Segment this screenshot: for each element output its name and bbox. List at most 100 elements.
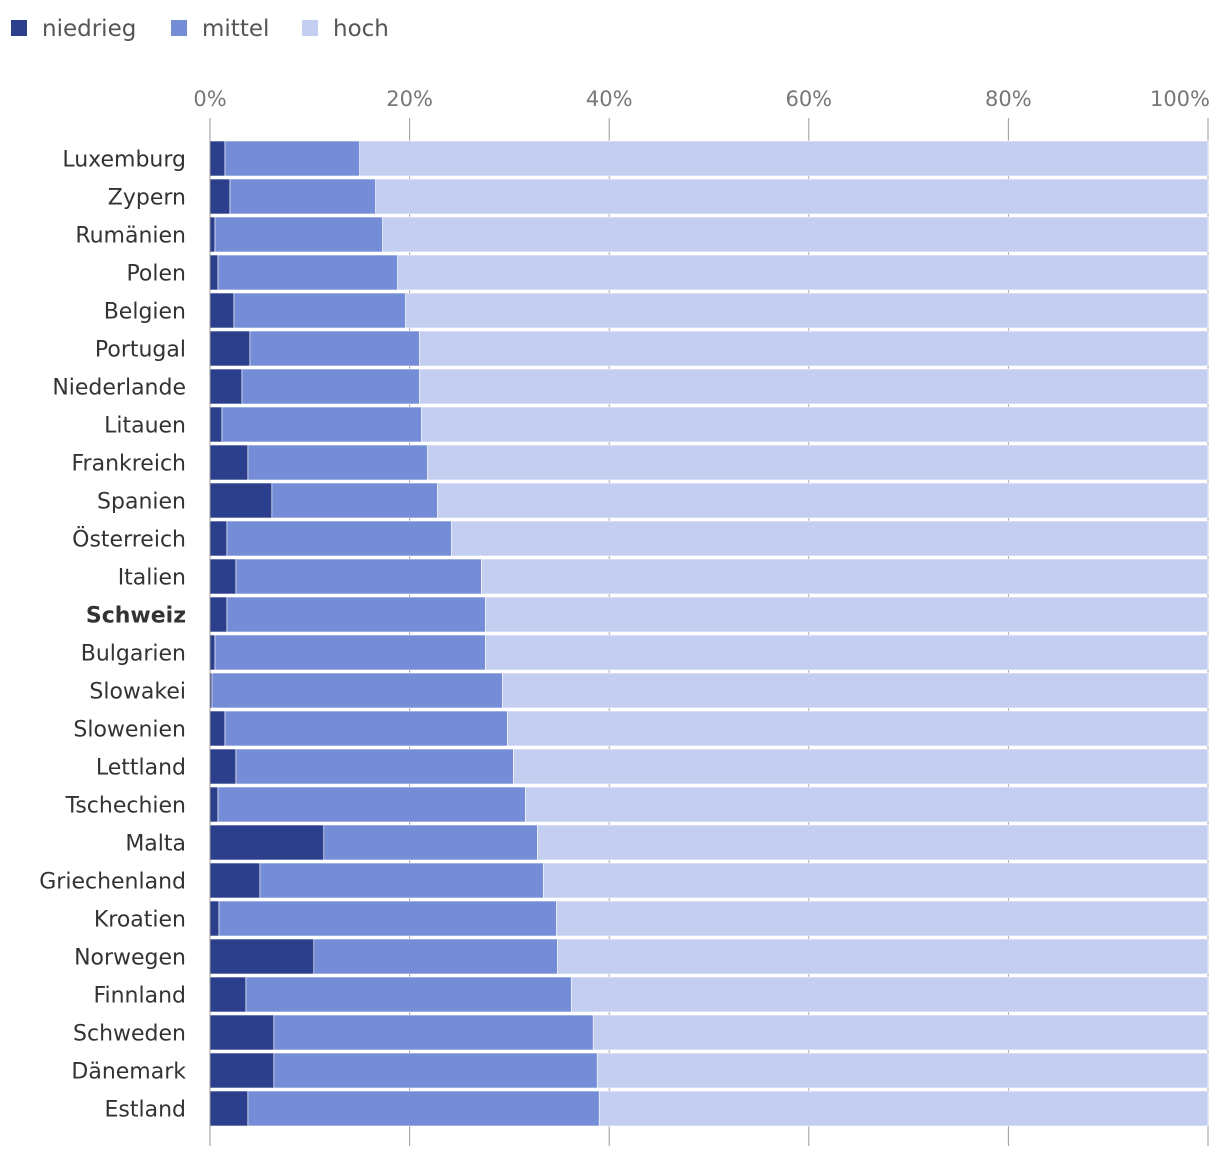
category-label: Norwegen xyxy=(74,946,186,971)
bar-mittel-Norwegen xyxy=(313,938,558,975)
bar-hoch-Luxemburg xyxy=(359,140,1209,177)
category-label: Portugal xyxy=(95,338,186,363)
bar-mittel-Schweden xyxy=(273,1014,594,1051)
bar-mittel-Griechenland xyxy=(259,862,544,899)
category-label: Slowenien xyxy=(73,718,186,743)
bar-mittel-Dänemark xyxy=(273,1052,598,1089)
bar-hoch-Slowenien xyxy=(507,710,1209,747)
bar-niedrieg-Spanien xyxy=(209,482,273,519)
bar-mittel-Luxemburg xyxy=(224,140,360,177)
x-tick-label: 60% xyxy=(785,87,832,111)
category-label: Griechenland xyxy=(39,870,186,895)
bar-niedrieg-Schweden xyxy=(209,1014,275,1051)
bar-mittel-Frankreich xyxy=(247,444,428,481)
bar-mittel-Malta xyxy=(323,824,538,861)
bar-niedrieg-Lettland xyxy=(209,748,237,785)
bar-niedrieg-Frankreich xyxy=(209,444,249,481)
bar-niedrieg-Dänemark xyxy=(209,1052,275,1089)
bar-hoch-Österreich xyxy=(451,520,1209,557)
bar-hoch-Rumänien xyxy=(382,216,1209,253)
y-axis-categories: Luxemburg Zypern Rumänien Polen Belgien Portu… xyxy=(39,148,186,1123)
bar-niedrieg-Malta xyxy=(209,824,325,861)
category-label: Kroatien xyxy=(94,908,186,933)
category-label: Zypern xyxy=(108,186,186,211)
category-label: Dänemark xyxy=(71,1060,186,1085)
bar-hoch-Tschechien xyxy=(525,786,1209,823)
bar-niedrieg-Tschechien xyxy=(209,786,219,823)
bar-niedrieg-Rumänien xyxy=(209,216,216,253)
bar-mittel-Rumänien xyxy=(214,216,383,253)
bar-mittel-Finnland xyxy=(245,976,572,1013)
legend-swatch-niedrieg xyxy=(11,20,27,36)
category-label: Schweden xyxy=(73,1022,186,1047)
bar-niedrieg-Niederlande xyxy=(209,368,243,405)
bar-hoch-Malta xyxy=(537,824,1209,861)
category-label: Tschechien xyxy=(65,794,186,819)
category-label: Schweiz xyxy=(86,604,186,629)
x-tick-label: 100% xyxy=(1150,87,1210,111)
bar-mittel-Österreich xyxy=(226,520,452,557)
bar-mittel-Litauen xyxy=(221,406,422,443)
legend-swatch-mittel xyxy=(171,20,187,36)
bar-niedrieg-Schweiz xyxy=(209,596,228,633)
x-tick-label: 20% xyxy=(386,87,433,111)
category-label: Belgien xyxy=(104,300,186,325)
bar-niedrieg-Österreich xyxy=(209,520,228,557)
bar-hoch-Niederlande xyxy=(419,368,1209,405)
bar-mittel-Bulgarien xyxy=(214,634,486,671)
category-label: Rumänien xyxy=(75,224,186,249)
bar-niedrieg-Zypern xyxy=(209,178,231,215)
category-label: Spanien xyxy=(97,490,186,515)
category-label: Slowakei xyxy=(89,680,186,705)
bar-mittel-Italien xyxy=(235,558,482,595)
bar-hoch-Schweiz xyxy=(485,596,1209,633)
bar-hoch-Belgien xyxy=(405,292,1209,329)
legend: niedrieg mittel hoch xyxy=(11,16,389,42)
category-label: Frankreich xyxy=(71,452,186,477)
category-label: Österreich xyxy=(72,527,186,553)
category-label: Litauen xyxy=(104,414,186,439)
category-label: Lettland xyxy=(96,756,186,781)
bar-niedrieg-Belgien xyxy=(209,292,235,329)
category-label: Italien xyxy=(118,566,186,591)
bar-mittel-Slowakei xyxy=(211,672,503,709)
bar-niedrieg-Kroatien xyxy=(209,900,220,937)
bar-hoch-Frankreich xyxy=(427,444,1209,481)
bar-niedrieg-Portugal xyxy=(209,330,251,367)
bar-hoch-Slowakei xyxy=(502,672,1209,709)
bar-mittel-Schweiz xyxy=(226,596,486,633)
bar-mittel-Tschechien xyxy=(217,786,526,823)
category-label: Polen xyxy=(126,262,186,287)
bars xyxy=(209,140,1209,1127)
x-tick-label: 0% xyxy=(193,87,226,111)
legend-swatch-hoch xyxy=(302,20,318,36)
bar-hoch-Lettland xyxy=(513,748,1209,785)
bar-hoch-Bulgarien xyxy=(485,634,1209,671)
bar-mittel-Portugal xyxy=(249,330,420,367)
bar-niedrieg-Finnland xyxy=(209,976,247,1013)
x-tick-label: 40% xyxy=(586,87,633,111)
bar-hoch-Griechenland xyxy=(543,862,1209,899)
bar-mittel-Polen xyxy=(217,254,398,291)
bar-hoch-Kroatien xyxy=(556,900,1209,937)
bar-niedrieg-Slowenien xyxy=(209,710,226,747)
category-label: Malta xyxy=(125,832,186,857)
x-axis-ticks: 0% 20% 40% 60% 80% 100% xyxy=(193,87,1210,111)
bar-mittel-Niederlande xyxy=(241,368,420,405)
bar-niedrieg-Norwegen xyxy=(209,938,315,975)
bar-hoch-Norwegen xyxy=(557,938,1209,975)
bar-mittel-Zypern xyxy=(229,178,376,215)
bar-mittel-Spanien xyxy=(271,482,438,519)
legend-label-hoch: hoch xyxy=(333,16,389,42)
category-label: Niederlande xyxy=(52,376,186,401)
bar-hoch-Schweden xyxy=(592,1014,1209,1051)
bar-mittel-Belgien xyxy=(233,292,406,329)
bar-niedrieg-Litauen xyxy=(209,406,223,443)
bar-hoch-Zypern xyxy=(375,178,1209,215)
bar-hoch-Spanien xyxy=(437,482,1209,519)
category-label: Finnland xyxy=(93,984,186,1009)
legend-label-mittel: mittel xyxy=(202,16,269,42)
bar-niedrieg-Luxemburg xyxy=(209,140,226,177)
bar-hoch-Estland xyxy=(598,1090,1209,1127)
